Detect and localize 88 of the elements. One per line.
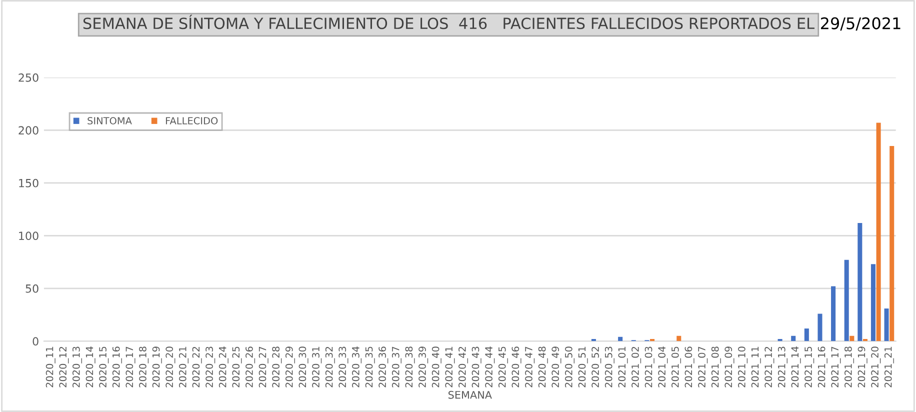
x-tick-label: 2021_21 <box>884 346 894 388</box>
bar <box>818 314 822 342</box>
legend-label: SINTOMA <box>88 117 132 124</box>
x-tick-label: 2020_52 <box>592 346 602 388</box>
x-tick-label: 2021_16 <box>818 346 828 388</box>
bar <box>676 336 682 342</box>
x-tick-label: 2020_39 <box>418 346 428 388</box>
x-tick-label: 2020_37 <box>392 346 402 388</box>
x-tick-label: 2021_15 <box>804 346 814 388</box>
x-tick-label: 2020_21 <box>178 346 188 388</box>
text: 29/5/2021 <box>820 17 900 31</box>
legend-label: FALLECIDO <box>166 117 218 124</box>
y-tick-label: 150 <box>19 178 38 188</box>
x-tick-label: 2020_49 <box>552 346 562 388</box>
x-tick-label: 2020_18 <box>139 346 149 388</box>
x-tick-label: 2020_53 <box>604 346 614 388</box>
x-tick-label: 2021_17 <box>831 346 841 388</box>
x-tick-label: 2021_11 <box>751 346 761 388</box>
x-tick-label: 2020_14 <box>86 346 96 388</box>
bar <box>890 146 894 342</box>
x-tick-label: 2020_15 <box>99 346 109 388</box>
x-tick-label: 2021_19 <box>858 346 868 388</box>
x-tick-label: 2020_35 <box>365 346 375 388</box>
bar <box>870 264 876 342</box>
x-tick-label: 2021_01 <box>618 346 628 388</box>
x-tick-label: 2021_05 <box>671 346 681 388</box>
x-tick-label: 2020_19 <box>152 346 162 388</box>
bar <box>804 328 809 342</box>
bar <box>618 336 623 342</box>
bar <box>831 286 836 342</box>
x-tick-label: 2020_26 <box>246 346 256 388</box>
x-tick-label: 2020_51 <box>578 346 588 388</box>
x-tick-label: 2020_16 <box>112 346 122 388</box>
chart-title: SEMANA DE SÍNTOMA Y FALLECIMIENTO DE LOS 416 PACIENTES FALLECIDOS REPORTADOS EL <box>83 14 814 30</box>
x-tick-label: 2020_17 <box>126 346 136 388</box>
x-tick-label: 2021_10 <box>738 346 748 388</box>
x-tick-label: 2020_23 <box>206 346 216 388</box>
x-tick-label: 2021_09 <box>724 346 734 388</box>
bar <box>884 308 889 342</box>
x-tick-label: 2020_22 <box>192 346 202 388</box>
x-tick-label: 2021_02 <box>632 346 642 388</box>
x-tick-label: 2021_12 <box>764 346 774 388</box>
x-tick-label: 2020_46 <box>512 346 522 388</box>
x-tick-label: 2020_31 <box>312 346 322 388</box>
x-tick-label: 2020_13 <box>72 346 82 388</box>
x-tick-label: 2020_47 <box>525 346 535 388</box>
x-tick-label: 2020_25 <box>232 346 242 388</box>
x-tick-label: 2020_33 <box>338 346 348 388</box>
y-tick-label: 0 <box>32 337 38 346</box>
x-tick-label: 2020_45 <box>498 346 508 388</box>
x-tick-label: 2020_48 <box>538 346 548 388</box>
x-tick-label: 2020_36 <box>378 346 388 388</box>
x-tick-label: 2021_04 <box>658 346 668 388</box>
x-tick-label: 2021_08 <box>711 346 721 388</box>
x-tick-label: 2020_11 <box>46 346 56 388</box>
x-tick-label: 2021_18 <box>844 346 854 388</box>
x-tick-label: 2020_24 <box>218 346 228 388</box>
y-tick-label: 100 <box>19 232 38 240</box>
x-tick-label: 2020_43 <box>472 346 482 388</box>
y-tick-label: 200 <box>18 126 38 135</box>
x-tick-label: 2020_42 <box>458 346 468 388</box>
x-tick-label: 2020_32 <box>325 346 335 388</box>
x-tick-label: 2021_06 <box>684 346 694 388</box>
y-tick-label: 50 <box>26 284 38 293</box>
x-tick-label: 2020_28 <box>272 346 282 388</box>
x-tick-label: 2020_34 <box>352 346 362 388</box>
x-tick-label: 2021_07 <box>698 346 708 388</box>
bar <box>850 336 854 342</box>
x-tick-label: 2021_03 <box>644 346 654 388</box>
bar <box>791 336 796 342</box>
bar <box>876 122 881 342</box>
x-tick-label: 2020_44 <box>485 346 495 388</box>
x-tick-label: 2020_38 <box>405 346 415 388</box>
x-tick-label: 2020_20 <box>166 346 176 388</box>
x-tick-label: 2021_14 <box>791 346 801 388</box>
x-tick-label: 2020_29 <box>285 346 295 388</box>
x-tick-label: 2021_13 <box>778 346 788 388</box>
y-tick-label: 250 <box>18 73 38 82</box>
x-tick-label: 2020_40 <box>432 346 442 388</box>
x-axis-title: SEMANA <box>448 390 492 399</box>
x-tick-label: 2020_27 <box>258 346 268 388</box>
x-tick-label: 2021_20 <box>871 346 881 388</box>
x-tick-label: 2020_30 <box>298 346 308 388</box>
bar <box>844 260 849 342</box>
x-tick-label: 2020_41 <box>445 346 455 388</box>
x-tick-label: 2020_50 <box>564 346 574 388</box>
bar <box>858 223 862 342</box>
x-tick-label: 2020_12 <box>59 346 69 388</box>
